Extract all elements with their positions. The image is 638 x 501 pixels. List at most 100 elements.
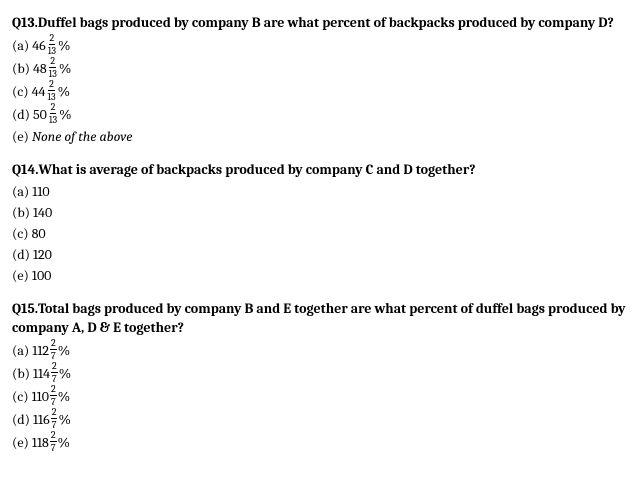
fraction-whole: 44 (32, 81, 46, 102)
fraction-numerator: 2 (50, 384, 57, 396)
option-label: (e) (12, 432, 29, 453)
fraction: 213 (46, 79, 56, 102)
option-value: None of the above (32, 126, 132, 147)
fraction-denominator: 13 (48, 114, 58, 125)
question-text: Q13.Duffel bags produced by company B ar… (12, 14, 626, 32)
fraction-whole: 114 (33, 363, 50, 384)
question-number: Q15. (12, 300, 38, 317)
option-value: 11827% (32, 431, 70, 454)
option-label: (c) (12, 81, 29, 102)
question-block: Q13.Duffel bags produced by company B ar… (12, 14, 626, 147)
option-label: (d) (12, 244, 30, 265)
option-label: (d) (12, 409, 30, 430)
option-suffix: % (58, 432, 70, 453)
question-block: Q15.Total bags produced by company B and… (12, 300, 626, 453)
fraction-numerator: 2 (50, 430, 57, 442)
option-value: 120 (33, 244, 52, 265)
question-body: Duffel bags produced by company B are wh… (38, 14, 614, 31)
option-row: (e)None of the above (12, 126, 626, 147)
option-plain-text: 140 (33, 204, 52, 221)
fraction-whole: 48 (33, 58, 47, 79)
fraction-numerator: 2 (50, 338, 57, 350)
option-value: 100 (32, 265, 52, 286)
option-row: (c)11027% (12, 385, 626, 408)
option-label: (c) (12, 386, 29, 407)
question-text: Q15.Total bags produced by company B and… (12, 300, 626, 336)
option-suffix: % (59, 363, 71, 384)
option-label: (e) (12, 126, 29, 147)
option-label: (b) (12, 58, 30, 79)
fraction: 27 (51, 361, 58, 384)
option-row: (e)100 (12, 265, 626, 286)
option-value: 44213% (32, 80, 70, 103)
option-row: (c)44213% (12, 80, 626, 103)
option-row: (d)50213% (12, 103, 626, 126)
option-plain-text: 120 (33, 246, 52, 263)
mixed-fraction: 11627% (33, 408, 71, 431)
option-label: (d) (12, 104, 30, 125)
mixed-fraction: 11027% (32, 385, 71, 408)
option-suffix: % (58, 409, 70, 430)
fraction: 213 (47, 33, 57, 56)
fraction-numerator: 2 (49, 56, 56, 68)
option-suffix: % (58, 35, 70, 56)
option-row: (b)48213% (12, 57, 626, 80)
fraction-whole: 50 (33, 104, 47, 125)
option-label: (e) (12, 265, 29, 286)
question-block: Q14.What is average of backpacks produce… (12, 161, 626, 286)
option-plain-text: None of the above (32, 128, 132, 145)
option-row: (b)11427% (12, 362, 626, 385)
option-suffix: % (58, 81, 70, 102)
fraction-whole: 118 (32, 432, 49, 453)
question-body: Total bags produced by company B and E t… (12, 300, 626, 335)
option-value: 140 (33, 202, 52, 223)
option-row: (d)120 (12, 244, 626, 265)
mixed-fraction: 11227% (32, 339, 70, 362)
mixed-fraction: 46213% (32, 34, 70, 57)
mixed-fraction: 11427% (33, 362, 71, 385)
option-label: (b) (12, 363, 30, 384)
option-label: (c) (12, 223, 29, 244)
option-row: (a)11227% (12, 339, 626, 362)
option-label: (a) (12, 340, 29, 361)
fraction: 27 (50, 430, 57, 453)
fraction: 27 (50, 384, 57, 407)
mixed-fraction: 44213% (32, 80, 70, 103)
option-label: (b) (12, 202, 30, 223)
option-row: (a)110 (12, 181, 626, 202)
fraction-numerator: 2 (49, 33, 56, 45)
fraction: 27 (50, 338, 57, 361)
option-row: (c)80 (12, 223, 626, 244)
option-row: (a)46213% (12, 34, 626, 57)
option-suffix: % (58, 340, 70, 361)
option-suffix: % (59, 104, 71, 125)
mixed-fraction: 48213% (33, 57, 71, 80)
fraction-whole: 116 (33, 409, 50, 430)
fraction-whole: 46 (32, 35, 45, 56)
option-value: 46213% (32, 34, 70, 57)
option-value: 11427% (33, 362, 71, 385)
option-row: (b)140 (12, 202, 626, 223)
question-body: What is average of backpacks produced by… (38, 161, 475, 178)
fraction-numerator: 2 (51, 407, 58, 419)
fraction: 213 (48, 56, 58, 79)
fraction: 27 (51, 407, 58, 430)
fraction-whole: 110 (32, 386, 49, 407)
question-number: Q14. (12, 161, 38, 178)
fraction: 213 (48, 102, 58, 125)
fraction-numerator: 2 (48, 79, 55, 91)
mixed-fraction: 11827% (32, 431, 70, 454)
option-suffix: % (58, 386, 70, 407)
option-plain-text: 110 (32, 183, 49, 200)
question-number: Q13. (12, 14, 38, 31)
fraction-numerator: 2 (51, 361, 58, 373)
option-value: 110 (32, 181, 49, 202)
option-plain-text: 100 (32, 267, 52, 284)
option-suffix: % (59, 58, 71, 79)
option-value: 11227% (32, 339, 70, 362)
option-row: (e)11827% (12, 431, 626, 454)
option-value: 11627% (33, 408, 71, 431)
fraction-whole: 112 (32, 340, 49, 361)
option-value: 48213% (33, 57, 71, 80)
option-value: 50213% (33, 103, 72, 126)
